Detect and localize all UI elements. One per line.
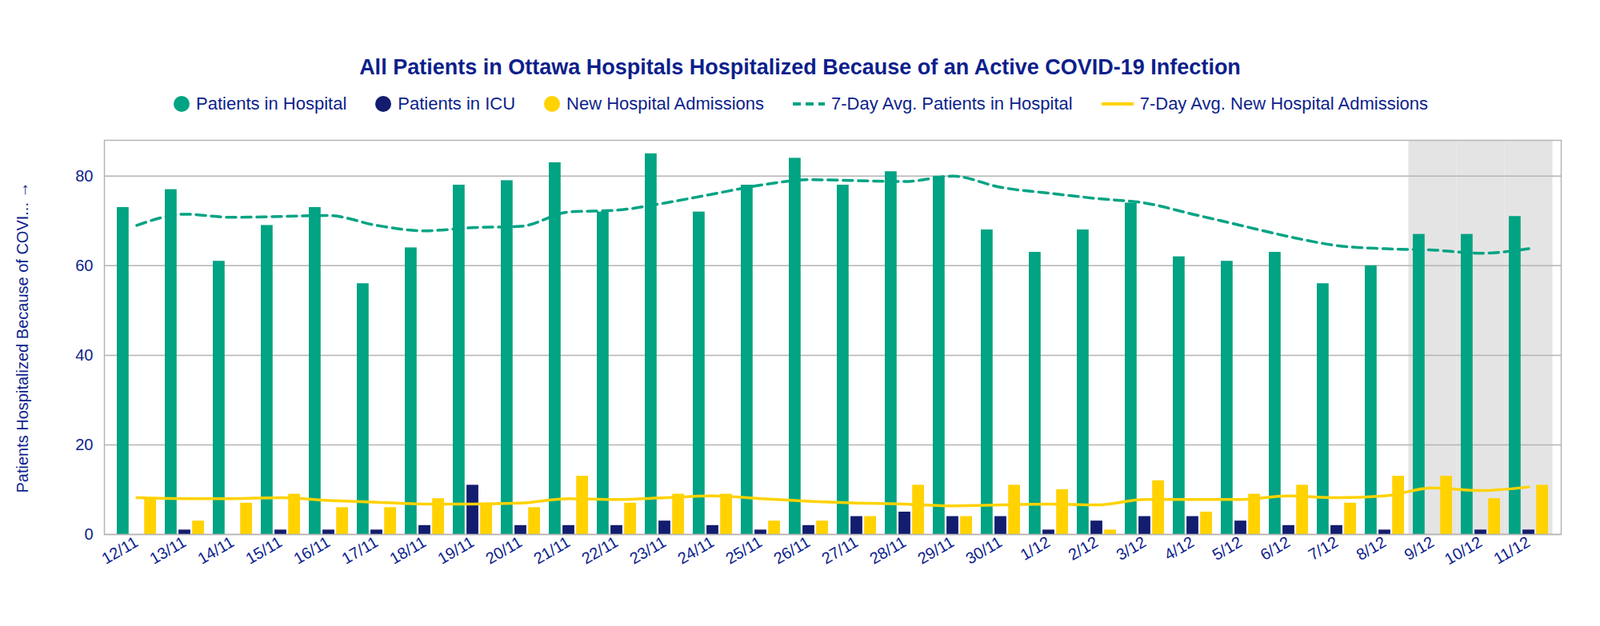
svg-text:13/11: 13/11: [146, 532, 189, 568]
svg-text:5/12: 5/12: [1208, 532, 1245, 564]
svg-text:Patients Hospitalized Because: Patients Hospitalized Because of COVI...…: [13, 181, 32, 493]
svg-text:2/12: 2/12: [1064, 532, 1101, 564]
svg-text:18/11: 18/11: [386, 532, 429, 568]
svg-text:1/12: 1/12: [1016, 532, 1053, 564]
svg-text:10/12: 10/12: [1441, 532, 1485, 568]
html-text:Patients in Hospital: Patients in Hospital: [196, 93, 347, 114]
svg-text:6/12: 6/12: [1256, 532, 1293, 564]
svg-text:4/12: 4/12: [1160, 532, 1197, 564]
html-text:Patients in ICU: Patients in ICU: [397, 93, 516, 114]
svg-text:80: 80: [75, 167, 93, 185]
svg-text:24/11: 24/11: [674, 532, 717, 568]
svg-text:20: 20: [75, 436, 93, 454]
svg-text:17/11: 17/11: [338, 532, 381, 568]
svg-text:14/11: 14/11: [194, 532, 237, 568]
svg-text:23/11: 23/11: [626, 532, 669, 568]
svg-text:29/11: 29/11: [914, 532, 957, 568]
svg-text:25/11: 25/11: [722, 532, 765, 568]
svg-text:8/12: 8/12: [1352, 532, 1389, 564]
svg-text:21/11: 21/11: [530, 532, 573, 568]
html-text:7-Day Avg. New Hospital Admiss: 7-Day Avg. New Hospital Admissions: [1139, 93, 1428, 114]
svg-text:30/11: 30/11: [962, 532, 1005, 568]
svg-text:0: 0: [84, 525, 93, 544]
html-text:7-Day Avg. Patients in Hospita: 7-Day Avg. Patients in Hospital: [831, 93, 1073, 114]
svg-text:26/11: 26/11: [770, 532, 813, 568]
svg-text:20/11: 20/11: [482, 532, 525, 568]
svg-text:22/11: 22/11: [578, 532, 621, 568]
svg-text:9/12: 9/12: [1400, 532, 1437, 564]
svg-text:40: 40: [75, 346, 93, 364]
html-text:New Hospital Admissions: New Hospital Admissions: [566, 93, 764, 114]
svg-text:15/11: 15/11: [242, 532, 285, 568]
svg-text:3/12: 3/12: [1112, 532, 1149, 564]
svg-text:28/11: 28/11: [866, 532, 909, 568]
svg-text:7/12: 7/12: [1304, 532, 1341, 564]
svg-text:11/12: 11/12: [1490, 532, 1533, 568]
svg-text:19/11: 19/11: [434, 532, 477, 568]
svg-text:16/11: 16/11: [290, 532, 333, 568]
svg-text:12/11: 12/11: [98, 532, 141, 568]
svg-text:27/11: 27/11: [818, 532, 861, 568]
html-text:All Patients in Ottawa Hospita: All Patients in Ottawa Hospitals Hospita…: [359, 55, 1241, 80]
svg-text:60: 60: [75, 256, 93, 275]
